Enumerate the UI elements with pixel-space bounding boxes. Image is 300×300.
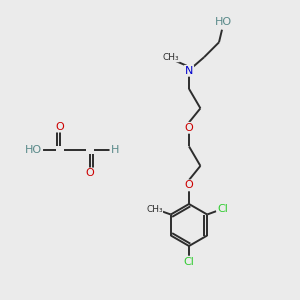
Text: N: N <box>185 66 193 76</box>
Text: CH₃: CH₃ <box>163 53 179 62</box>
Text: CH₃: CH₃ <box>146 205 163 214</box>
Text: HO: HO <box>25 145 42 155</box>
Text: H: H <box>110 145 119 155</box>
Text: Cl: Cl <box>184 256 194 267</box>
Text: O: O <box>85 168 94 178</box>
Text: O: O <box>184 180 194 190</box>
Text: O: O <box>184 123 194 133</box>
Text: HO: HO <box>215 17 232 27</box>
Text: Cl: Cl <box>217 204 228 214</box>
Text: O: O <box>56 122 64 132</box>
